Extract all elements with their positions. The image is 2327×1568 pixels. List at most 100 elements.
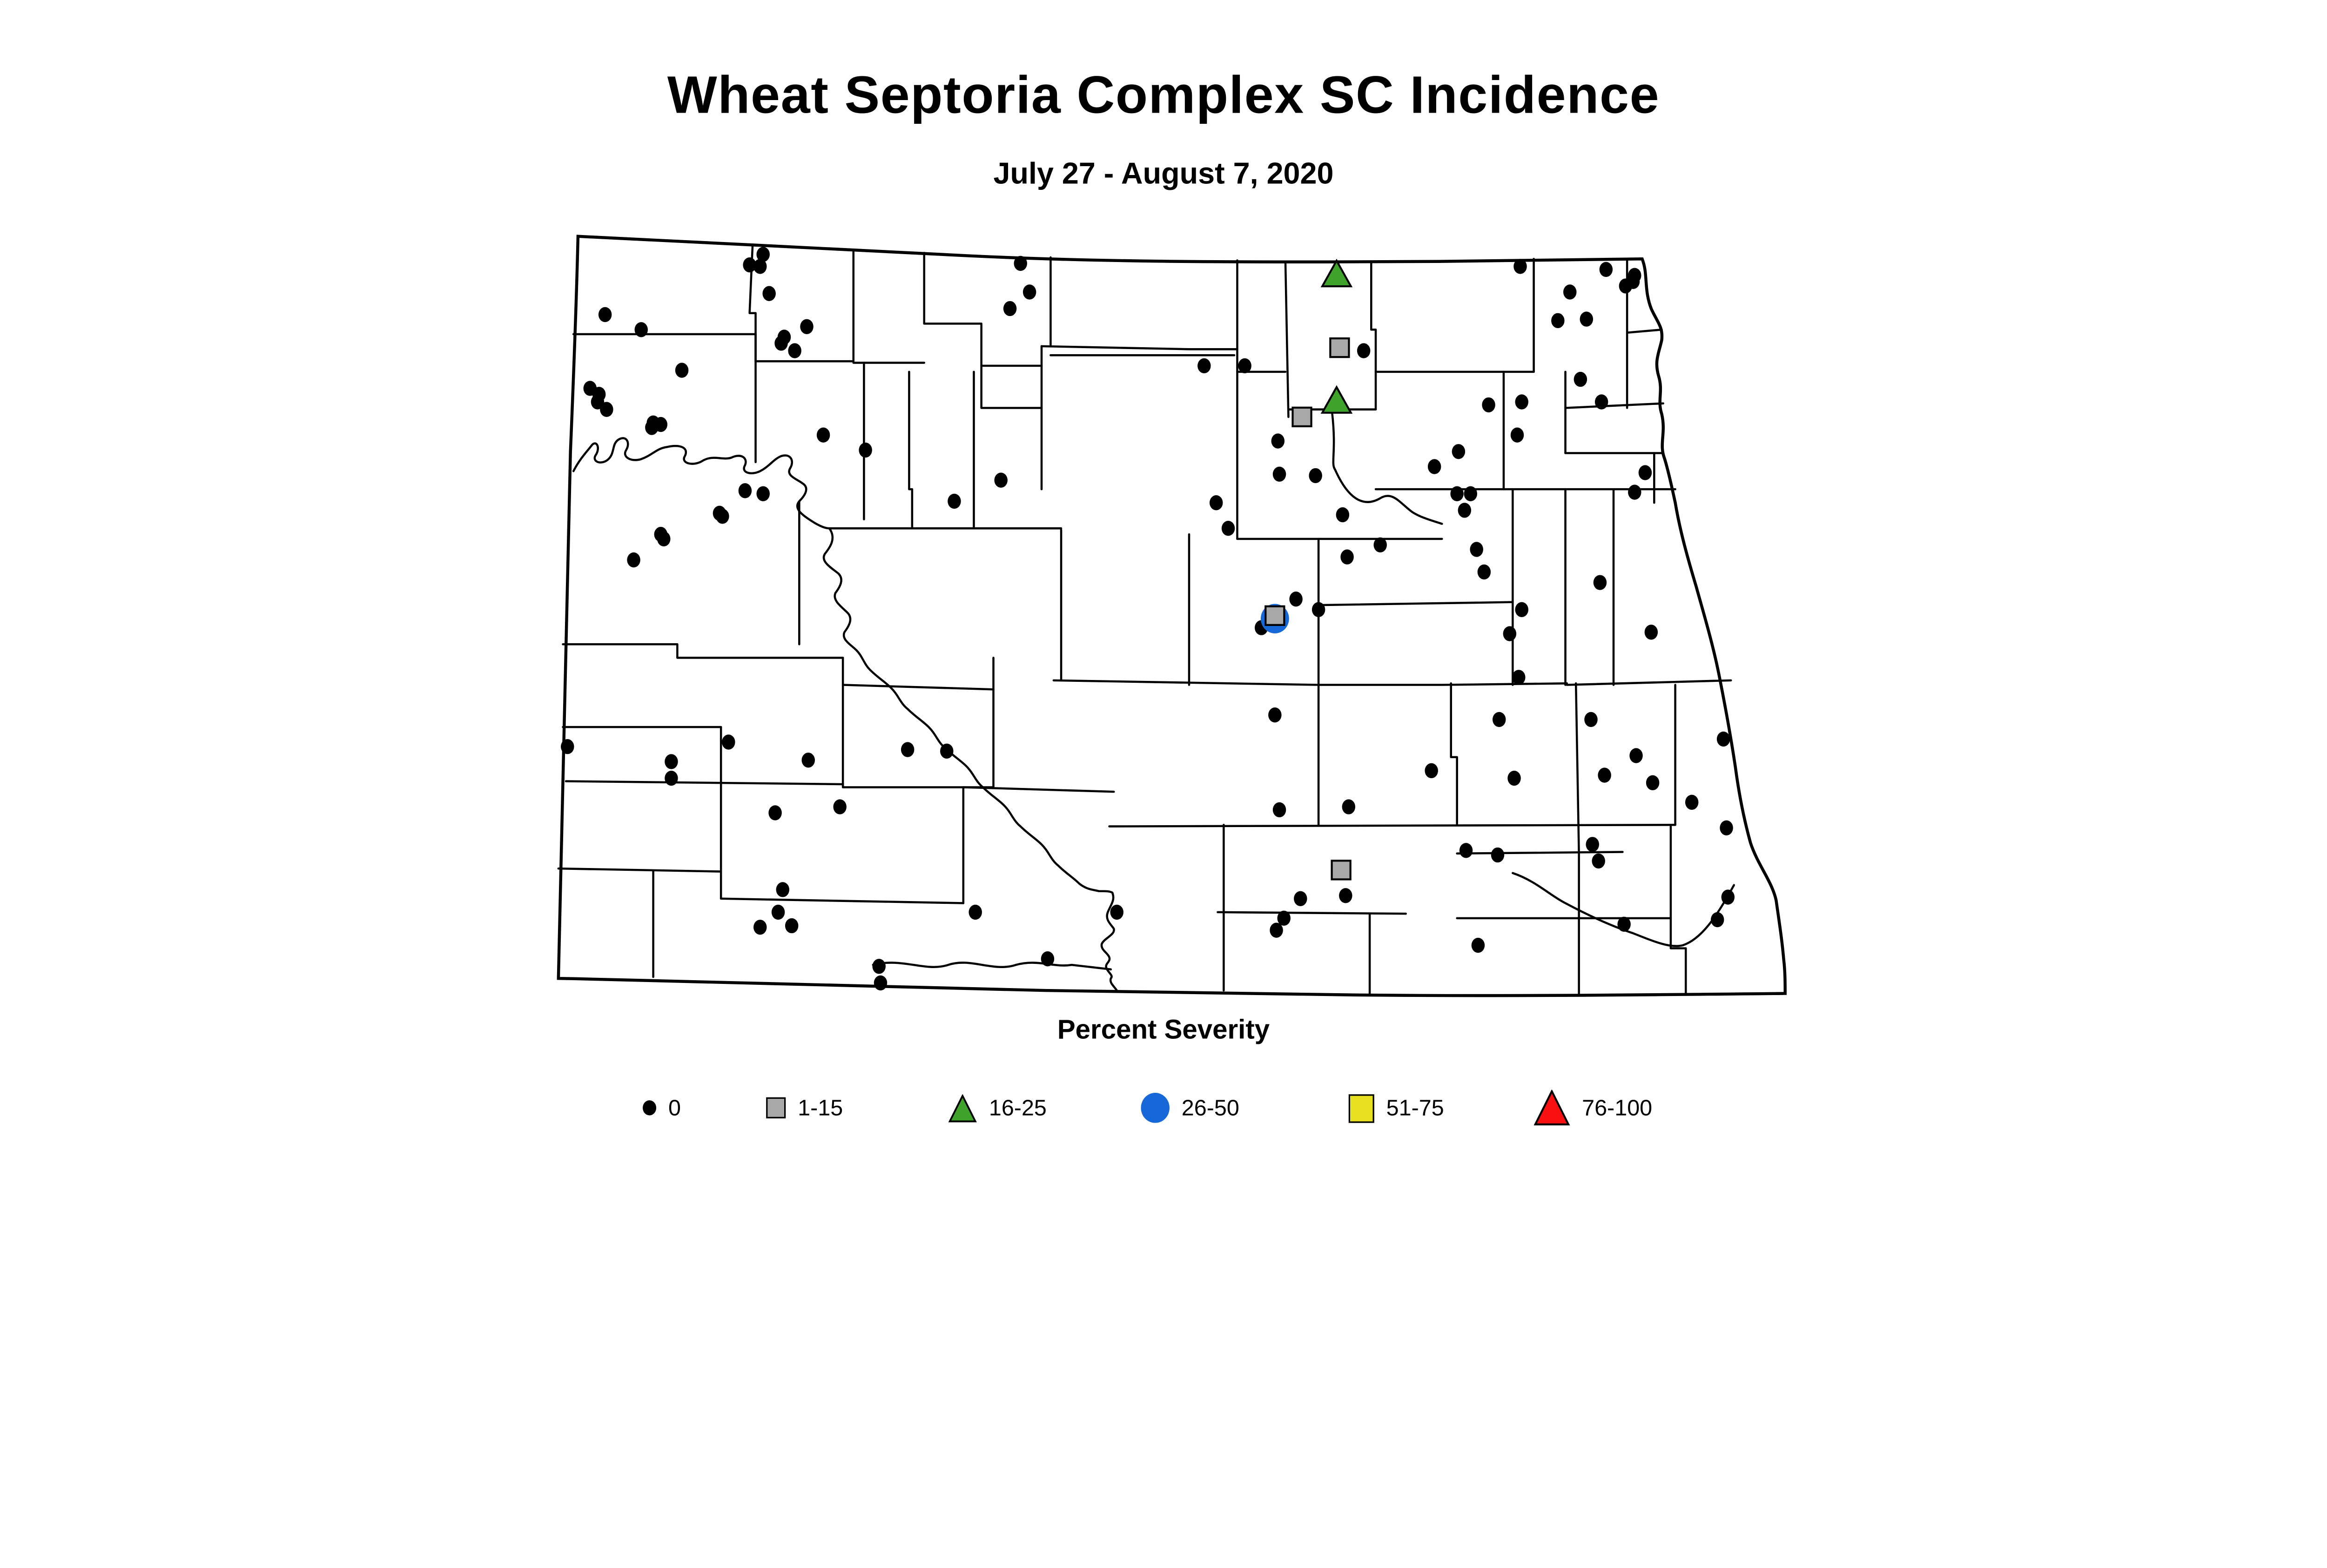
- map-point-marker: [1617, 916, 1631, 932]
- map-point-marker: [1342, 799, 1356, 814]
- square-1-15-icon: [766, 1097, 786, 1118]
- map-point-marker: [762, 286, 776, 301]
- map-point-marker: [1003, 301, 1017, 316]
- map-point-marker: [1320, 385, 1353, 414]
- north-dakota-county-map: [557, 235, 1787, 997]
- map-point-marker: [665, 770, 678, 786]
- legend-label: 1-15: [798, 1095, 843, 1121]
- map-point-marker: [1551, 313, 1565, 329]
- map-point-marker: [1574, 371, 1587, 387]
- map-point-marker: [1459, 843, 1473, 858]
- map-point-marker: [657, 531, 671, 546]
- map-point-marker: [1425, 763, 1438, 779]
- map-point-marker: [1450, 486, 1464, 501]
- map-point-marker: [1272, 466, 1286, 482]
- map-point-marker: [1264, 605, 1285, 626]
- map-point-marker: [738, 483, 752, 498]
- triangle-16-25-icon: [948, 1093, 977, 1122]
- map-point-marker: [627, 552, 640, 568]
- map-point-marker: [1507, 770, 1521, 786]
- map-point-marker: [1515, 602, 1528, 618]
- map-point-marker: [1339, 888, 1352, 903]
- map-point-marker: [1270, 922, 1283, 938]
- map-point-marker: [1710, 912, 1724, 928]
- legend-item-26-50: 26-50: [1141, 1087, 1239, 1129]
- map-point-marker: [1512, 670, 1526, 685]
- map-point-marker: [654, 417, 668, 432]
- legend-item-0: 0: [642, 1087, 681, 1129]
- legend-label: 26-50: [1181, 1095, 1239, 1121]
- map-point-marker: [1584, 712, 1598, 727]
- map-point-marker: [1041, 951, 1055, 967]
- legend-label: 16-25: [989, 1095, 1047, 1121]
- map-point-marker: [675, 363, 689, 378]
- map-point-marker: [756, 486, 770, 501]
- map-point-marker: [816, 427, 830, 443]
- map-point-marker: [1720, 820, 1733, 835]
- map-point-marker: [753, 920, 767, 935]
- map-point-marker: [1716, 731, 1730, 747]
- map-point-marker: [1221, 521, 1235, 536]
- map-point-marker: [1294, 891, 1307, 906]
- map-point-marker: [1492, 712, 1506, 727]
- map-point-marker: [948, 493, 961, 509]
- map-point-marker: [1311, 602, 1325, 618]
- map-point-marker: [776, 882, 789, 897]
- map-point-marker: [1238, 358, 1251, 374]
- county-boundaries: [557, 244, 1735, 996]
- map-point-marker: [1357, 343, 1371, 358]
- map-point-marker: [716, 509, 729, 524]
- map-point-marker: [833, 799, 847, 814]
- map-point-marker: [753, 259, 767, 274]
- map-point-marker: [1593, 575, 1607, 590]
- map-point-marker: [1427, 459, 1441, 474]
- map-point-marker: [901, 742, 915, 757]
- legend-item-16-25: 16-25: [948, 1087, 1047, 1129]
- map-point-marker: [788, 343, 801, 358]
- map-point-marker: [800, 319, 814, 334]
- map-point-marker: [1594, 394, 1608, 410]
- map-point-marker: [1197, 358, 1211, 374]
- map-point-marker: [771, 904, 785, 920]
- map-point-marker: [1515, 394, 1528, 410]
- map-point-marker: [1638, 465, 1652, 480]
- map-point-marker: [872, 959, 886, 974]
- map-point-marker: [722, 734, 735, 750]
- map-point-marker: [1563, 284, 1577, 300]
- map-figure: Wheat Septoria Complex SC Incidence July…: [557, 66, 1787, 1129]
- map-point-marker: [968, 904, 982, 920]
- map-point-marker: [1471, 937, 1485, 953]
- map-point-marker: [1510, 427, 1524, 443]
- map-point-marker: [1022, 284, 1036, 300]
- map-point-marker: [1598, 767, 1611, 783]
- map-point-marker: [665, 754, 678, 769]
- map-point-marker: [1340, 549, 1354, 565]
- map-point-marker: [1592, 853, 1605, 869]
- map-point-marker: [1464, 486, 1477, 501]
- dot-0-icon: [642, 1100, 657, 1116]
- map-point-marker: [994, 472, 1008, 488]
- map-point-marker: [1272, 802, 1286, 818]
- map-point-marker: [1503, 626, 1517, 641]
- map-point-marker: [598, 307, 612, 323]
- map-point-marker: [1373, 537, 1387, 552]
- legend-item-51-75: 51-75: [1348, 1087, 1444, 1129]
- legend-item-76-100: 76-100: [1533, 1087, 1652, 1129]
- map-point-marker: [600, 402, 613, 417]
- triangle-76-100-icon: [1533, 1090, 1570, 1126]
- map-point-marker: [1452, 444, 1466, 459]
- map-point-marker: [1646, 775, 1660, 790]
- map-point-marker: [1586, 837, 1599, 852]
- map-point-marker: [1628, 485, 1641, 500]
- map-point-marker: [1513, 259, 1527, 274]
- map-point-marker: [1491, 847, 1505, 863]
- map-point-marker: [940, 743, 954, 759]
- map-point-marker: [743, 257, 756, 273]
- map-point-marker: [1320, 258, 1353, 288]
- map-point-marker: [1599, 262, 1613, 277]
- map-point-marker: [1268, 707, 1282, 723]
- map-point-marker: [1209, 495, 1223, 511]
- map-point-marker: [1477, 564, 1491, 580]
- map-point-marker: [756, 247, 770, 262]
- square-51-75-icon: [1348, 1093, 1374, 1123]
